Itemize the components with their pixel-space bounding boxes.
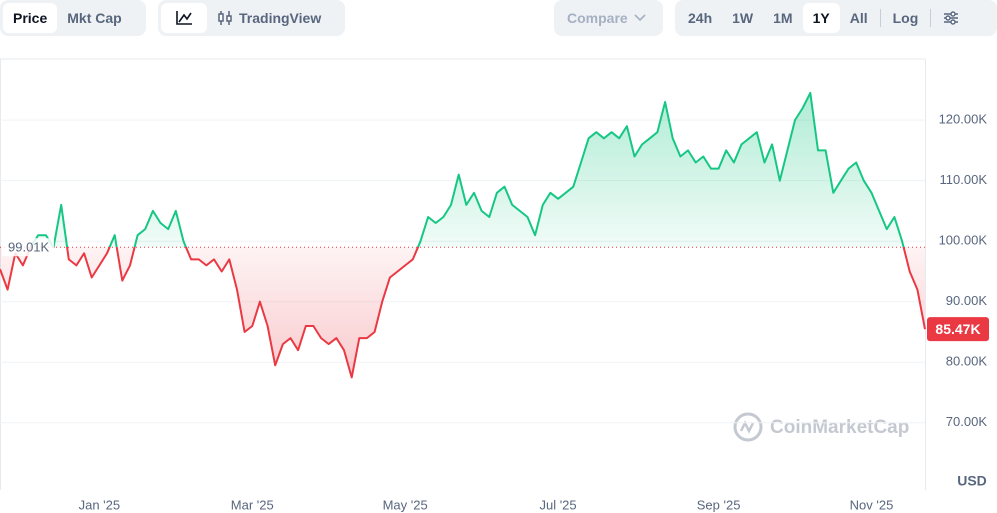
view-button[interactable]: Price	[3, 3, 58, 33]
watermark-text: CoinMarketCap	[770, 417, 909, 438]
view-toggle: Price Mkt Cap	[0, 0, 146, 36]
settings-icon	[944, 11, 959, 25]
y-tick-label: 100.00K	[939, 233, 988, 248]
line-tool-button[interactable]	[161, 3, 207, 33]
baseline-label-bg	[2, 238, 54, 257]
range-button[interactable]: All	[849, 10, 868, 26]
compare-dropdown: Compare	[554, 0, 663, 36]
y-tick-label: 90.00K	[946, 293, 988, 308]
current-price-badge	[927, 317, 989, 342]
compare-label: Compare	[567, 10, 628, 26]
range-button[interactable]: 1Y	[802, 3, 840, 33]
watermark: CoinMarketCap	[733, 412, 909, 442]
chevron	[634, 14, 646, 22]
y-unit: USD	[957, 473, 987, 489]
x-tick-label: Jan '25	[79, 497, 121, 512]
tradingview-button[interactable]: TradingView	[207, 3, 331, 33]
x-tick-label: Jul '25	[539, 497, 576, 512]
y-tick-label: 110.00K	[940, 172, 988, 187]
range-button[interactable]: 1W	[732, 10, 754, 26]
separator	[930, 9, 932, 27]
line-icon	[176, 11, 192, 25]
range-button[interactable]: 1M	[773, 10, 793, 26]
area	[0, 92, 925, 378]
current-price-label: 85.47K	[935, 321, 980, 337]
x-tick-label: May '25	[383, 497, 428, 512]
chart-tools: TradingView	[158, 0, 345, 36]
range-button[interactable]: 24h	[688, 10, 713, 26]
y-tick-label: 120.00K	[939, 112, 988, 127]
range-selector: 24h 1W 1M 1Y All Log	[675, 0, 997, 36]
separator	[879, 9, 881, 27]
x-tick-label: Mar '25	[231, 497, 274, 512]
x-tick-label: Sep '25	[697, 497, 741, 512]
tradingview-label: TradingView	[239, 10, 322, 26]
candle-icon	[218, 11, 232, 25]
y-tick-label: 70.00K	[946, 414, 988, 429]
log-button[interactable]: Log	[892, 10, 919, 26]
price-line	[0, 91, 926, 379]
x-tick-label: Nov '25	[850, 497, 894, 512]
baseline-label: 99.01K	[8, 240, 50, 255]
settings-button[interactable]	[933, 3, 969, 33]
compare-button[interactable]: Compare	[557, 3, 656, 33]
y-tick-label: 80.00K	[946, 354, 988, 369]
view-button[interactable]: Mkt Cap	[67, 10, 122, 26]
